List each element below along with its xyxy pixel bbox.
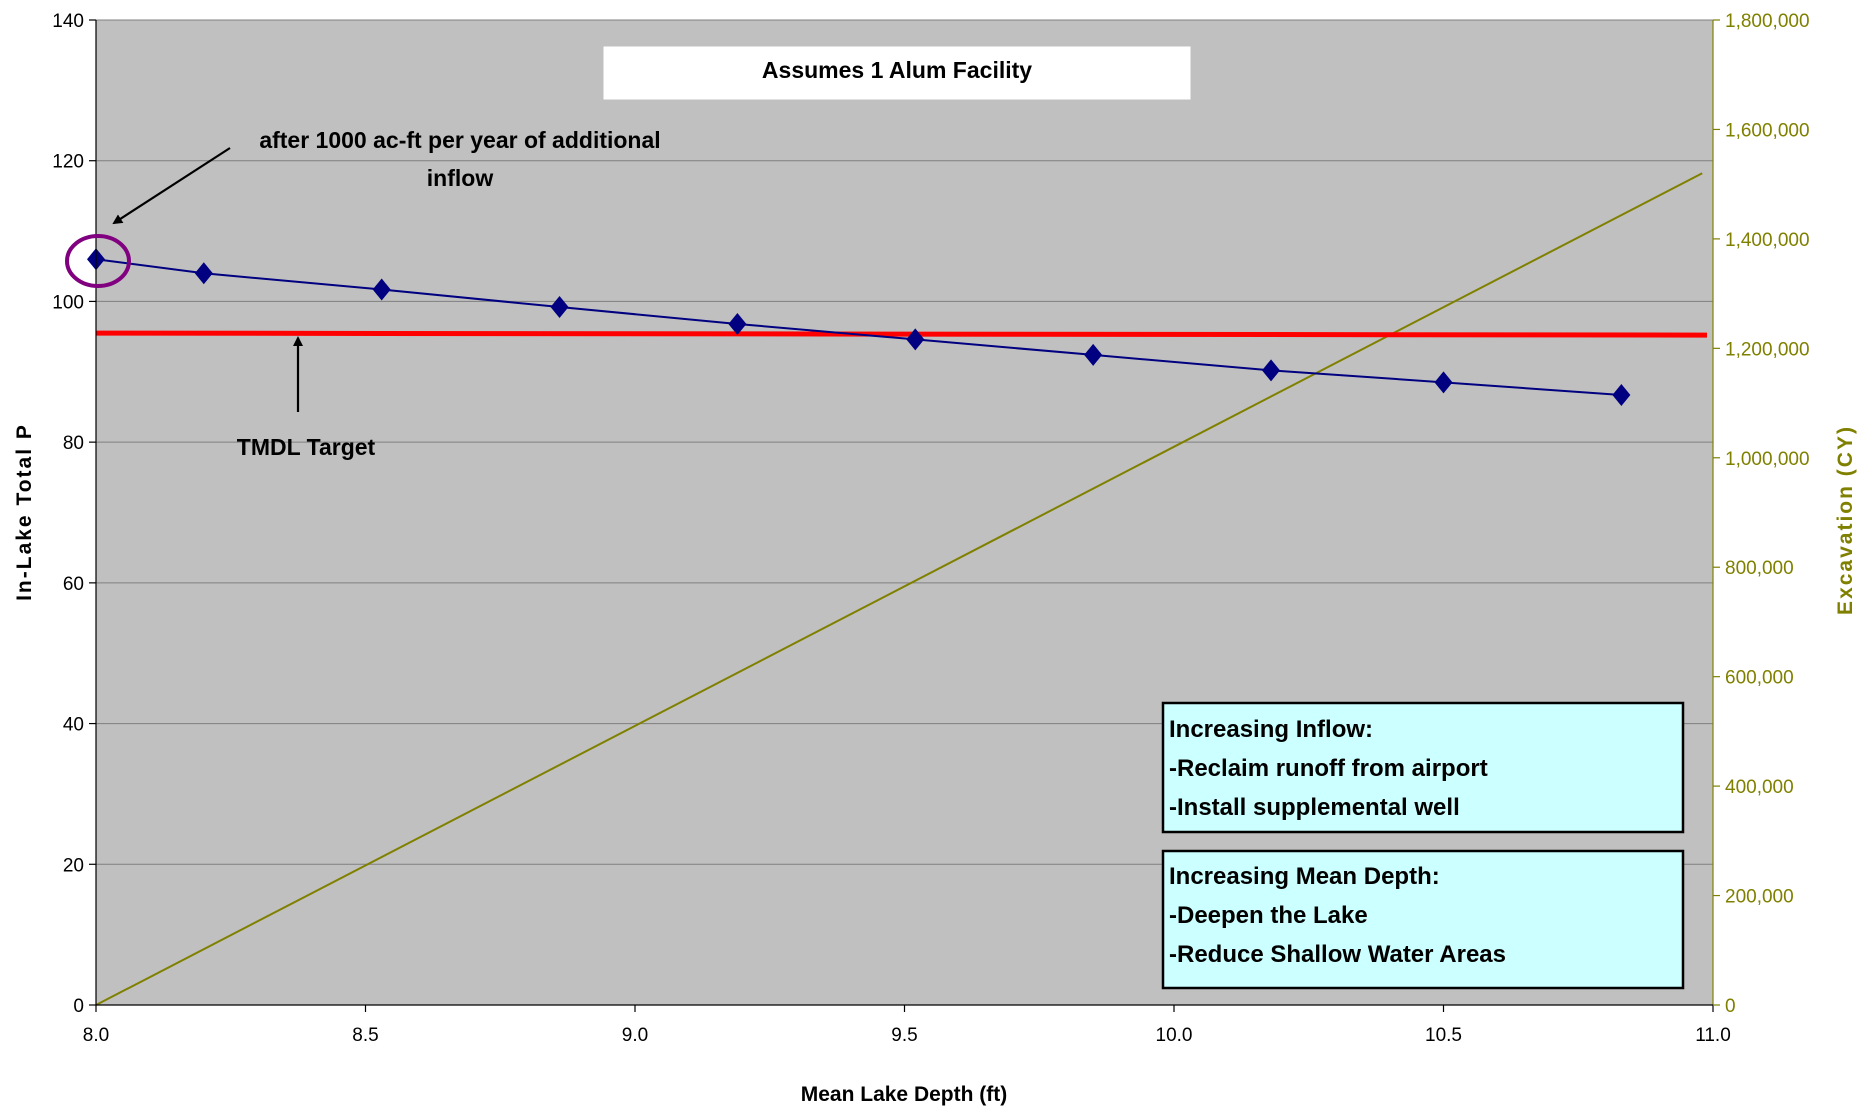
x-tick-label-2: 9.0: [622, 1025, 648, 1046]
y2-tick-label-2: 400,000: [1725, 777, 1794, 798]
info-box-inflow-line3: -Install supplemental well: [1169, 794, 1460, 821]
inflow-note-line2: inflow: [427, 165, 494, 191]
total-p-point-1: [194, 262, 213, 285]
title-box-text: Assumes 1 Alum Facility: [762, 57, 1032, 83]
total-p-point-8: [1434, 371, 1453, 394]
inflow-note-line1: after 1000 ac-ft per year of additional: [259, 127, 660, 153]
title-box: [603, 46, 1191, 100]
info-box-depth: Increasing Mean Depth: -Deepen the Lake …: [1161, 849, 1685, 990]
y-tick-label-5: 100: [52, 292, 84, 313]
tmdl-target-line: [95, 330, 1708, 338]
x-axis-title: Mean Lake Depth (ft): [801, 1083, 1008, 1106]
y2-tick-label-4: 800,000: [1725, 558, 1794, 579]
x-tick-label-1: 8.5: [352, 1025, 378, 1046]
y2-tick-label-7: 1,400,000: [1725, 230, 1810, 251]
x-tick-label-6: 11.0: [1695, 1025, 1731, 1046]
y2-tick-label-5: 1,000,000: [1725, 449, 1810, 470]
total-p-point-5: [906, 328, 925, 351]
y-tick-label-1: 20: [63, 855, 84, 876]
y-axis-title: In-Lake Total P: [13, 423, 36, 601]
y-tick-label-6: 120: [52, 152, 84, 173]
y-tick-label-4: 80: [63, 433, 84, 454]
total-p-line: [95, 258, 1622, 397]
y2-axis-ticks: 0 200,000 400,000 600,000 800,000 1,000,000 1,…: [1713, 11, 1810, 1017]
total-p-point-9: [1612, 384, 1631, 407]
total-p-point-4: [728, 312, 747, 335]
y2-tick-label-8: 1,600,000: [1725, 120, 1810, 141]
y-tick-label-3: 60: [63, 574, 84, 595]
y-axis-ticks: 0 20 40 60 80 100 120 140: [52, 11, 96, 1017]
y-tick-label-2: 40: [63, 715, 84, 736]
y2-tick-label-3: 600,000: [1725, 668, 1794, 689]
y2-tick-label-9: 1,800,000: [1725, 11, 1810, 32]
y2-tick-label-0: 0: [1725, 996, 1736, 1017]
y-tick-label-0: 0: [73, 996, 84, 1017]
y2-tick-label-1: 200,000: [1725, 887, 1794, 908]
total-p-point-2: [372, 278, 391, 301]
plot-area: [95, 19, 1714, 1006]
info-box-depth-line2: -Deepen the Lake: [1169, 902, 1368, 929]
x-tick-label-3: 9.5: [891, 1025, 917, 1046]
info-box-depth-line1: Increasing Mean Depth:: [1169, 863, 1440, 890]
info-box-inflow-line1: Increasing Inflow:: [1169, 716, 1373, 743]
y-tick-label-7: 140: [52, 11, 84, 32]
info-box-depth-line3: -Reduce Shallow Water Areas: [1169, 941, 1506, 968]
x-tick-label-4: 10.0: [1156, 1025, 1193, 1046]
y2-axis-title: Excavation (CY): [1834, 425, 1857, 615]
x-tick-label-0: 8.0: [83, 1025, 109, 1046]
tmdl-target-label: TMDL Target: [237, 434, 376, 460]
x-axis-ticks: 8.0 8.5 9.0 9.5 10.0 10.5 11.0: [83, 1005, 1731, 1046]
excavation-series: [95, 172, 1703, 1006]
total-p-point-6: [1084, 343, 1103, 366]
highlight-circle: [65, 234, 131, 288]
total-p-point-7: [1262, 359, 1281, 382]
inflow-arrow: [112, 147, 231, 225]
total-p-point-3: [550, 296, 569, 319]
info-box-inflow-line2: -Reclaim runoff from airport: [1169, 755, 1488, 782]
tmdl-target-series: [95, 330, 1708, 338]
info-box-inflow: Increasing Inflow: -Reclaim runoff from …: [1161, 701, 1685, 834]
excavation-line: [95, 172, 1703, 1006]
x-tick-label-5: 10.5: [1425, 1025, 1462, 1046]
y2-tick-label-6: 1,200,000: [1725, 339, 1810, 360]
